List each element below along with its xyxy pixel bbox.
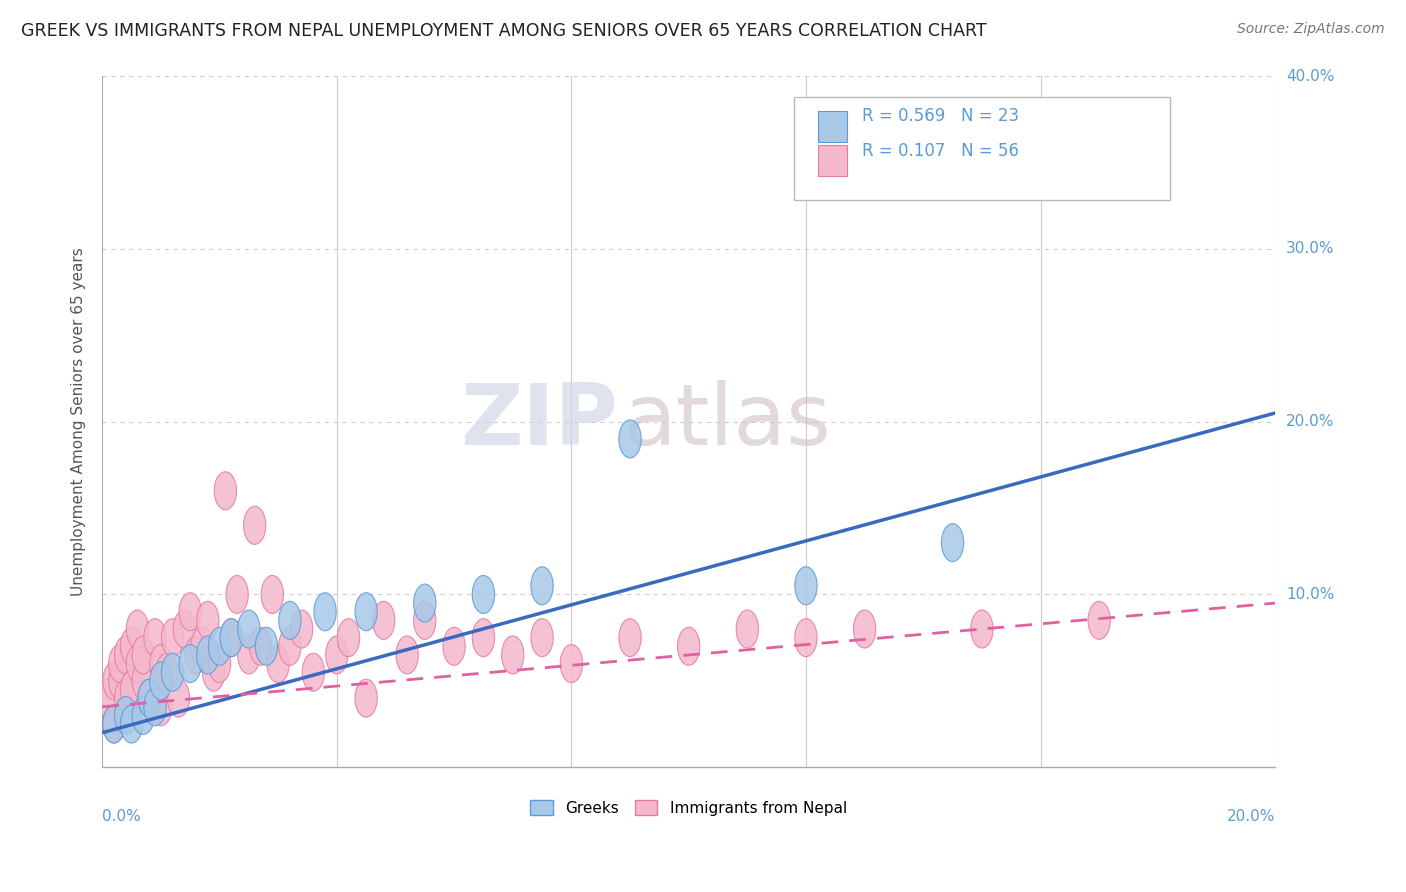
Ellipse shape (149, 688, 172, 726)
Ellipse shape (354, 592, 377, 631)
Ellipse shape (127, 610, 149, 648)
Ellipse shape (173, 610, 195, 648)
Ellipse shape (970, 610, 993, 648)
Ellipse shape (373, 601, 395, 640)
FancyBboxPatch shape (818, 145, 846, 177)
Ellipse shape (143, 688, 166, 726)
Ellipse shape (794, 566, 817, 605)
Ellipse shape (560, 645, 582, 682)
Text: Source: ZipAtlas.com: Source: ZipAtlas.com (1237, 22, 1385, 37)
Ellipse shape (108, 645, 131, 682)
Ellipse shape (127, 645, 149, 682)
FancyBboxPatch shape (818, 111, 846, 142)
Ellipse shape (267, 645, 290, 682)
Text: 0.0%: 0.0% (103, 809, 141, 823)
Ellipse shape (138, 679, 160, 717)
Ellipse shape (162, 619, 184, 657)
Ellipse shape (413, 584, 436, 622)
Ellipse shape (221, 619, 242, 657)
Ellipse shape (243, 507, 266, 544)
Ellipse shape (191, 627, 214, 665)
Ellipse shape (103, 662, 125, 700)
Ellipse shape (214, 472, 236, 510)
Ellipse shape (149, 645, 172, 682)
Ellipse shape (326, 636, 347, 674)
Ellipse shape (226, 575, 249, 614)
Ellipse shape (179, 645, 201, 682)
Ellipse shape (291, 610, 312, 648)
Ellipse shape (221, 619, 242, 657)
Ellipse shape (256, 627, 277, 665)
Text: R = 0.569   N = 23: R = 0.569 N = 23 (862, 107, 1019, 125)
Text: 40.0%: 40.0% (1286, 69, 1334, 84)
Text: 30.0%: 30.0% (1286, 242, 1334, 256)
Ellipse shape (262, 575, 284, 614)
Ellipse shape (502, 636, 524, 674)
Ellipse shape (132, 662, 155, 700)
Ellipse shape (202, 653, 225, 691)
Text: 20.0%: 20.0% (1227, 809, 1275, 823)
Ellipse shape (278, 627, 301, 665)
Ellipse shape (149, 662, 172, 700)
Legend: Greeks, Immigrants from Nepal: Greeks, Immigrants from Nepal (524, 794, 853, 822)
Text: 10.0%: 10.0% (1286, 587, 1334, 602)
Ellipse shape (737, 610, 758, 648)
Ellipse shape (531, 566, 553, 605)
Ellipse shape (162, 653, 184, 691)
Ellipse shape (678, 627, 700, 665)
Ellipse shape (156, 653, 179, 691)
Ellipse shape (208, 627, 231, 665)
Ellipse shape (314, 592, 336, 631)
Ellipse shape (208, 645, 231, 682)
Ellipse shape (167, 679, 190, 717)
Ellipse shape (302, 653, 325, 691)
Ellipse shape (143, 619, 166, 657)
Ellipse shape (413, 601, 436, 640)
Ellipse shape (794, 619, 817, 657)
Ellipse shape (472, 619, 495, 657)
Ellipse shape (121, 705, 142, 743)
Ellipse shape (443, 627, 465, 665)
Ellipse shape (396, 636, 419, 674)
Text: atlas: atlas (624, 380, 832, 463)
Ellipse shape (942, 524, 963, 562)
Ellipse shape (197, 636, 219, 674)
Ellipse shape (853, 610, 876, 648)
Text: 20.0%: 20.0% (1286, 414, 1334, 429)
Text: ZIP: ZIP (461, 380, 619, 463)
Ellipse shape (121, 627, 142, 665)
Ellipse shape (103, 705, 125, 743)
Ellipse shape (138, 679, 160, 717)
Ellipse shape (472, 575, 495, 614)
Ellipse shape (531, 619, 553, 657)
Ellipse shape (354, 679, 377, 717)
Ellipse shape (249, 627, 271, 665)
Ellipse shape (619, 619, 641, 657)
Ellipse shape (103, 705, 125, 743)
Ellipse shape (108, 662, 131, 700)
Ellipse shape (114, 679, 136, 717)
Ellipse shape (132, 697, 155, 734)
Ellipse shape (121, 671, 142, 708)
Ellipse shape (619, 420, 641, 458)
Ellipse shape (197, 601, 219, 640)
Text: GREEK VS IMMIGRANTS FROM NEPAL UNEMPLOYMENT AMONG SENIORS OVER 65 YEARS CORRELAT: GREEK VS IMMIGRANTS FROM NEPAL UNEMPLOYM… (21, 22, 987, 40)
Ellipse shape (114, 636, 136, 674)
Ellipse shape (1088, 601, 1111, 640)
Ellipse shape (337, 619, 360, 657)
FancyBboxPatch shape (794, 96, 1170, 201)
Y-axis label: Unemployment Among Seniors over 65 years: Unemployment Among Seniors over 65 years (72, 247, 86, 596)
Text: R = 0.107   N = 56: R = 0.107 N = 56 (862, 142, 1019, 160)
Ellipse shape (114, 697, 136, 734)
Ellipse shape (132, 636, 155, 674)
Ellipse shape (186, 636, 207, 674)
Ellipse shape (238, 636, 260, 674)
Ellipse shape (97, 679, 120, 717)
Ellipse shape (179, 592, 201, 631)
Ellipse shape (278, 601, 301, 640)
Ellipse shape (238, 610, 260, 648)
